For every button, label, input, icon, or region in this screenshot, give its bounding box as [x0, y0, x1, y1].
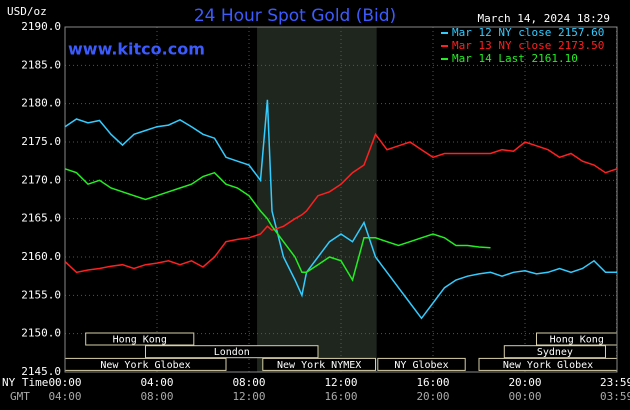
- gmt-tick-label: 20:00: [416, 390, 449, 403]
- y-tick-label: 2180.0: [21, 97, 61, 110]
- timestamp: March 14, 2024 18:29: [478, 12, 610, 25]
- session-label: Hong Kong: [550, 335, 604, 346]
- x-tick-label: 00:00: [48, 376, 81, 389]
- y-tick-label: 2165.0: [21, 212, 61, 225]
- y-tick-label: 2190.0: [21, 20, 61, 33]
- y-tick-label: 2155.0: [21, 288, 61, 301]
- legend-label: Mar 13 NY close 2173.50: [452, 39, 604, 52]
- x-tick-label: 20:00: [508, 376, 541, 389]
- chart-title: 24 Hour Spot Gold (Bid): [194, 6, 396, 26]
- y-tick-label: 2170.0: [21, 173, 61, 186]
- legend-label: Mar 12 NY close 2157.60: [452, 26, 604, 39]
- y-tick-label: 2160.0: [21, 250, 61, 263]
- y-tick-label: 2185.0: [21, 58, 61, 71]
- y-unit: USD/oz: [7, 5, 47, 18]
- x-tick-label: 16:00: [416, 376, 449, 389]
- website: www.kitco.com: [68, 40, 205, 59]
- session-label: New York Globex: [503, 360, 593, 371]
- session-label: New York Globex: [100, 360, 190, 371]
- plot-frame: [64, 26, 618, 373]
- row-label: GMT: [10, 390, 30, 403]
- gmt-tick-label: 00:00: [508, 390, 541, 403]
- y-tick-label: 2175.0: [21, 135, 61, 148]
- gmt-tick-label: 08:00: [140, 390, 173, 403]
- x-tick-label: 08:00: [232, 376, 265, 389]
- x-tick-label: 04:00: [140, 376, 173, 389]
- session-label: NY Globex: [394, 360, 448, 371]
- session-label: New York NYMEX: [277, 360, 361, 371]
- legend-label: Mar 14 Last 2161.10: [452, 52, 578, 65]
- gmt-tick-label: 03:59: [600, 390, 630, 403]
- session-bar: [377, 357, 466, 371]
- series-line: [64, 132, 618, 274]
- gmt-tick-label: 16:00: [324, 390, 357, 403]
- session-label: London: [214, 347, 250, 358]
- x-tick-label: 23:59: [600, 376, 630, 389]
- shaded-span: [257, 27, 377, 372]
- gmt-tick-label: 12:00: [232, 390, 265, 403]
- series-line: [64, 168, 491, 282]
- gmt-tick-label: 04:00: [48, 390, 81, 403]
- session-bar: [503, 345, 606, 359]
- session-bar: [145, 345, 319, 359]
- series-line: [64, 99, 617, 320]
- y-tick-label: 2145.0: [21, 365, 61, 378]
- row-label: NY Time: [2, 376, 48, 389]
- session-bar: [85, 332, 195, 346]
- session-label: Sydney: [537, 347, 573, 358]
- y-tick-label: 2150.0: [21, 327, 61, 340]
- session-label: Hong Kong: [113, 335, 167, 346]
- session-bar: [262, 357, 376, 371]
- x-tick-label: 12:00: [324, 376, 357, 389]
